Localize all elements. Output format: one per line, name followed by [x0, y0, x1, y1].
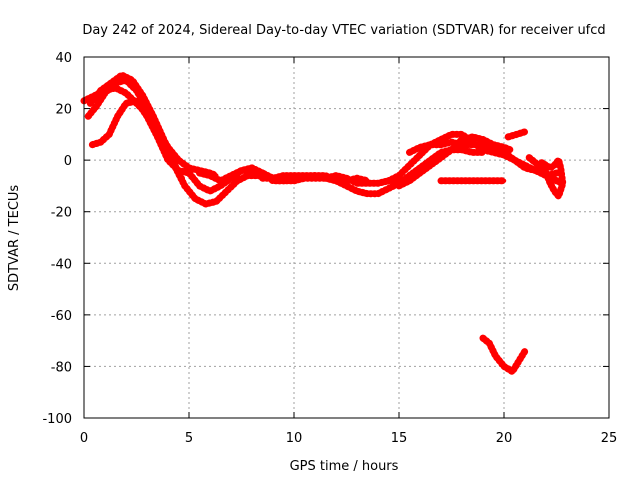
x-tick-label: 15: [391, 431, 408, 446]
y-tick-label: -80: [51, 360, 72, 375]
ticks: 0 5 10 15 20 25 -100 -80 -60 -40 -20 0 20 40: [42, 51, 617, 446]
x-tick-label: 0: [80, 431, 88, 446]
series-marks-arc-6: [259, 146, 487, 198]
y-tick-label: -40: [51, 257, 72, 272]
x-tick-label: 25: [601, 431, 618, 446]
series-marks-arc-11: [504, 128, 529, 141]
chart-title: Day 242 of 2024, Sidereal Day-to-day VTE…: [82, 23, 605, 38]
y-tick-label: -60: [51, 309, 72, 324]
y-tick-label: 40: [55, 51, 72, 66]
y-tick-label: 20: [55, 103, 72, 118]
x-tick-label: 5: [185, 431, 193, 446]
x-tick-label: 20: [496, 431, 513, 446]
series-group: [80, 71, 567, 376]
series-marks-arc-3: [86, 71, 283, 208]
series-marks-arc-13: [479, 334, 529, 376]
y-tick-label: -20: [51, 206, 72, 221]
y-tick-label: 0: [64, 154, 72, 169]
y-tick-label: -100: [42, 412, 72, 427]
x-tick-label: 10: [286, 431, 303, 446]
plot-frame: [83, 56, 610, 419]
series-marks-arc-8: [406, 138, 560, 180]
series-arc-6: [260, 147, 486, 196]
grid: [84, 57, 609, 418]
x-axis-label: GPS time / hours: [290, 459, 399, 474]
y-axis-label: SDTVAR / TECUs: [7, 185, 22, 292]
series-marks-arc-9: [395, 133, 514, 190]
series-marks-arc-12: [525, 154, 567, 200]
